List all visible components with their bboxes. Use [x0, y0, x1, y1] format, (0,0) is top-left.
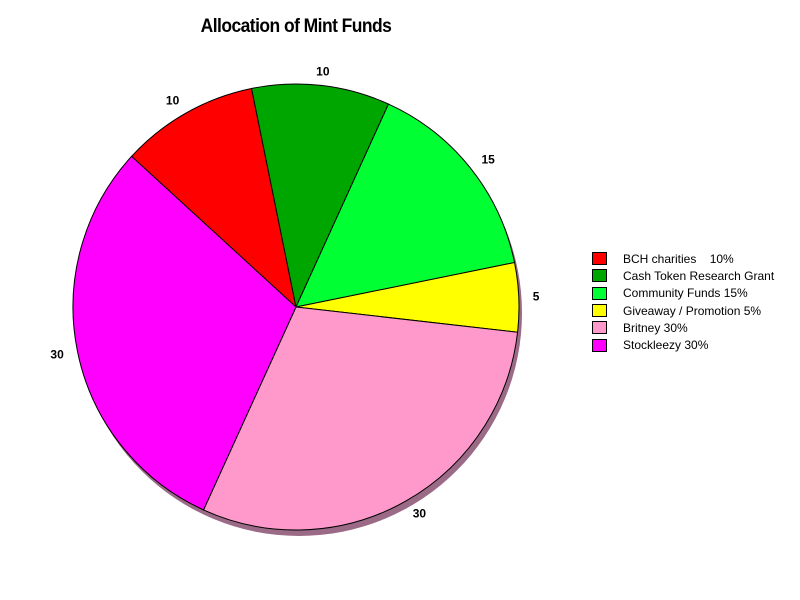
legend-item: Community Funds 15%: [592, 285, 774, 302]
chart-legend: BCH charities 10% Cash Token Research Gra…: [592, 250, 774, 354]
legend-swatch: [592, 286, 607, 300]
legend-item: Giveaway / Promotion 5%: [592, 302, 774, 319]
pie-slice: [202, 306, 519, 531]
pie-slice: [72, 155, 297, 511]
legend-label: Community Funds 15%: [623, 286, 748, 301]
legend-label: Stockleezy 30%: [623, 338, 709, 353]
slice-value-label: 15: [481, 152, 495, 166]
slice-value-label: 10: [316, 65, 330, 79]
legend-label: Britney 30%: [623, 320, 688, 335]
legend-item: Stockleezy 30%: [592, 336, 774, 353]
chart-title: Allocation of Mint Funds: [200, 16, 392, 37]
pie-slice: [130, 87, 297, 309]
legend-swatch: [592, 338, 607, 352]
legend-swatch: [592, 304, 607, 318]
legend-item: BCH charities 10%: [592, 250, 774, 267]
legend-item: Britney 30%: [592, 319, 774, 336]
legend-swatch: [592, 269, 607, 283]
slice-value-label: 30: [413, 506, 427, 520]
legend-swatch: [592, 321, 607, 335]
pie-slice: [250, 83, 390, 309]
legend-item: Cash Token Research Grant: [592, 267, 774, 284]
legend-swatch: [592, 252, 607, 266]
legend-label: BCH charities 10%: [623, 251, 734, 266]
legend-label: Cash Token Research Grant: [623, 268, 775, 283]
slice-value-label: 30: [50, 347, 64, 361]
pie-slice: [295, 103, 516, 308]
slice-value-label: 10: [166, 94, 180, 108]
legend-label: Giveaway / Promotion 5%: [623, 303, 762, 318]
slice-value-label: 5: [533, 290, 540, 304]
